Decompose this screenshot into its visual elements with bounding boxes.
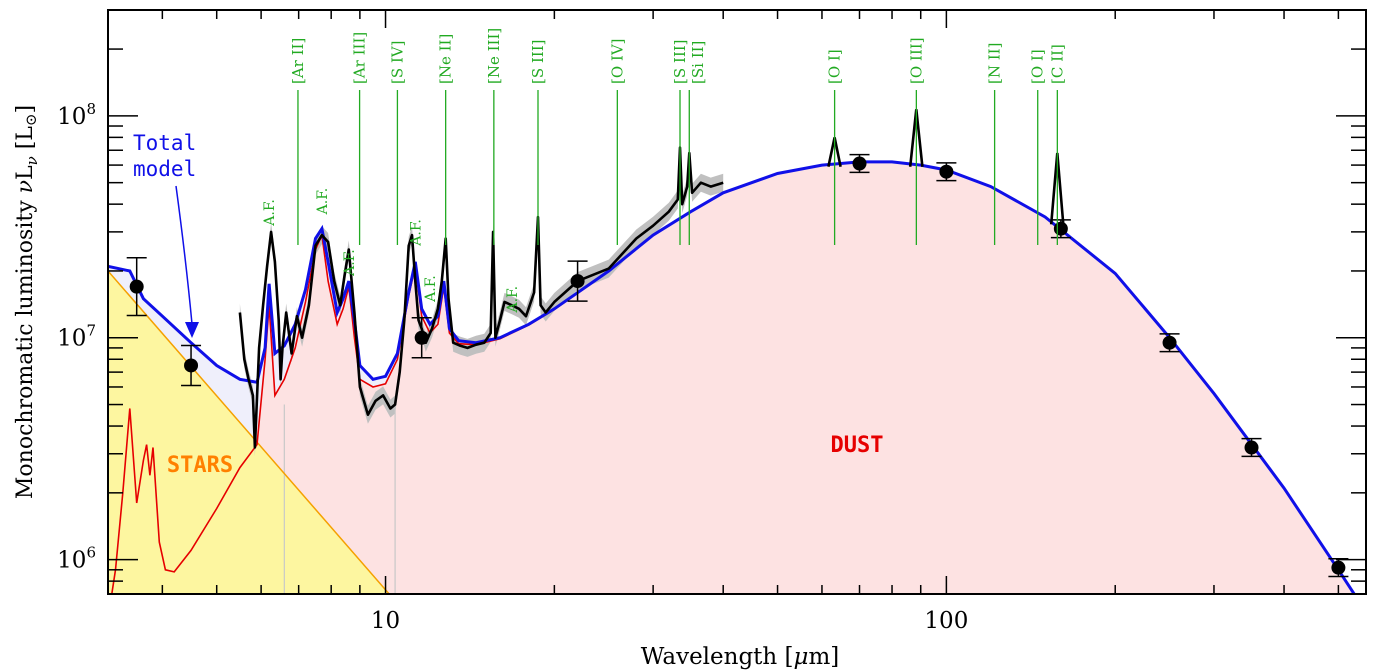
y-tick-label-0: 106 — [57, 544, 96, 574]
observed-uncertainty-band — [239, 138, 724, 457]
x-tick-label-0: 10 — [371, 608, 400, 634]
emission-line-label-11: [N II] — [986, 43, 1004, 84]
y-axis-title: Monochromatic luminosity νLν [L⊙] — [13, 105, 41, 499]
emission-line-label-10: [O III] — [907, 37, 925, 84]
emission-line-label-12: [O I] — [1029, 49, 1047, 84]
annotation-model: model — [133, 157, 196, 181]
series-total-line — [108, 160, 1356, 594]
emission-line-layer: [Ar II] [Ar III] [S IV] [Ne II] [Ne III] [S I… — [262, 28, 1066, 314]
annotation-arrowhead — [185, 322, 199, 338]
photometry-point-0 — [129, 279, 144, 294]
annotation-total: Total — [133, 131, 196, 155]
plot-frame — [107, 9, 1367, 595]
y-tick-label-2: 108 — [57, 100, 96, 130]
emission-line-label-4: [Ne III] — [485, 28, 503, 84]
emission-line-label-0: [Ar II] — [289, 38, 307, 84]
photometry-point-7 — [1162, 335, 1177, 350]
emission-line-label-13: [C II] — [1048, 44, 1066, 84]
emission-line-label-6: [O IV] — [608, 38, 626, 84]
emission-line-label-7: [S III] — [671, 39, 689, 84]
fill-layer — [108, 161, 1366, 594]
photometry-point-6 — [1053, 221, 1068, 236]
af-label-3: A.F. — [408, 219, 424, 247]
photometry-point-9 — [1331, 560, 1346, 575]
emission-line-label-5: [S III] — [529, 39, 547, 84]
photometry-point-4 — [852, 156, 867, 171]
photometry-point-2 — [414, 330, 429, 345]
emission-line-label-1: [Ar III] — [351, 32, 369, 84]
photometry-point-5 — [939, 164, 954, 179]
af-label-1: A.F. — [315, 188, 331, 216]
af-label-0: A.F. — [262, 199, 278, 227]
stars-area-overlay — [108, 271, 391, 594]
series-stars-line — [108, 270, 391, 594]
x-tick-label-1: 100 — [924, 608, 968, 634]
annotation-arrow — [175, 185, 193, 325]
af-label-2: A.F. — [342, 249, 358, 277]
af-label-5: A.F. — [505, 286, 521, 314]
stars-label: STARS — [167, 453, 233, 478]
emission-line-label-3: [Ne II] — [437, 34, 455, 84]
dust-label: DUST — [831, 433, 884, 458]
dust-area-overlay — [111, 162, 1366, 594]
x-axis-title: Wavelength [μm] — [641, 644, 840, 670]
emission-line-label-2: [S IV] — [388, 40, 406, 84]
photometry-point-1 — [184, 358, 199, 373]
axes-layer: 10 100 106 107 108 — [57, 9, 1367, 634]
marker-layer — [126, 153, 1349, 578]
af-label-4: A.F. — [423, 275, 439, 303]
photometry-point-8 — [1244, 440, 1259, 455]
emission-line-label-8: [Si II] — [689, 41, 707, 84]
emission-line-label-9: [O I] — [826, 49, 844, 84]
photometry-point-3 — [570, 274, 585, 289]
y-tick-label-1: 107 — [57, 322, 96, 352]
